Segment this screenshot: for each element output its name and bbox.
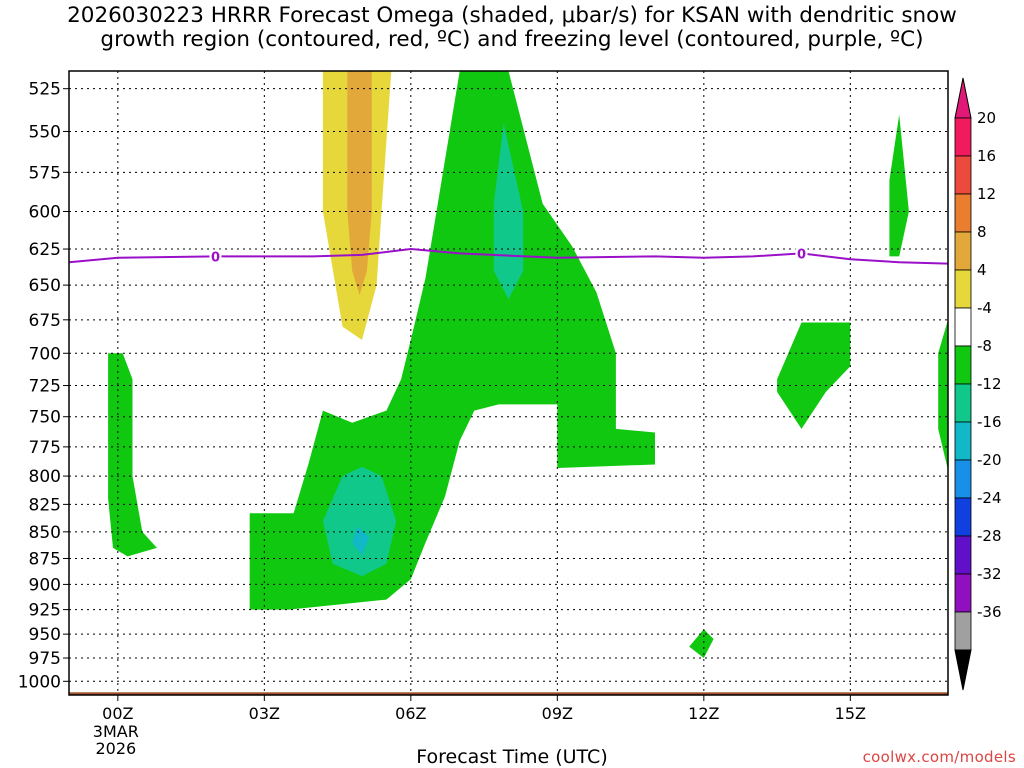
x-tick-label: 00Z <box>102 704 133 723</box>
colorbar-label: -8 <box>977 337 992 355</box>
plot-frame <box>68 70 949 696</box>
y-tick-label: 925 <box>29 601 61 621</box>
colorbar-swatch <box>954 269 972 309</box>
colorbar-swatch <box>954 345 972 385</box>
freezing-label-bg-0 <box>209 249 222 264</box>
x-tick-label: 12Z <box>688 704 719 723</box>
y-tick-label: 525 <box>29 80 61 100</box>
omega-region-4 <box>938 319 948 471</box>
colorbar-swatch <box>954 459 972 499</box>
colorbar-swatch <box>954 573 972 613</box>
y-tick-label: 825 <box>29 495 61 515</box>
colorbar-swatch <box>954 383 972 423</box>
y-tick-label: 675 <box>29 311 61 331</box>
omega-region-3 <box>777 322 851 429</box>
y-tick-label: 650 <box>29 276 61 296</box>
omega-region-8 <box>352 526 370 556</box>
freezing-level-label: 0 <box>211 250 220 265</box>
chart-title-line2: growth region (contoured, red, ºC) and f… <box>100 27 924 52</box>
colorbar-swatch <box>954 307 972 347</box>
colorbar-swatch <box>954 611 972 651</box>
colorbar-label: -20 <box>977 451 1002 469</box>
colorbar-swatch <box>954 421 972 461</box>
x-date-label: 3MAR <box>93 722 139 741</box>
colorbar-bottom-arrow <box>954 649 972 691</box>
colorbar-swatch <box>954 117 972 157</box>
colorbar-label: -4 <box>977 299 992 317</box>
colorbar: 20 16 12 8 4 -4 -8 -12 -16 -20 -24 -28 -32 -36 <box>954 77 1002 691</box>
y-tick-label: 550 <box>29 122 61 142</box>
omega-shading <box>108 71 948 658</box>
colorbar-label: -16 <box>977 413 1002 431</box>
x-tick-label: 09Z <box>542 704 573 723</box>
colorbar-label: -24 <box>977 489 1002 507</box>
y-tick-label: 975 <box>29 649 61 669</box>
colorbar-swatch <box>954 231 972 271</box>
omega-region-0 <box>249 71 655 610</box>
omega-region-6 <box>322 466 397 577</box>
colorbar-top-arrow <box>954 77 972 119</box>
colorbar-swatch <box>954 193 972 233</box>
credit-link[interactable]: coolwx.com/models <box>862 748 1016 766</box>
y-tick-label: 775 <box>29 438 61 458</box>
y-tick-label: 725 <box>29 377 61 397</box>
freezing-level-label: 0 <box>797 247 806 262</box>
x-tick-label: 15Z <box>835 704 866 723</box>
y-tick-label: 800 <box>29 467 61 487</box>
y-tick-label: 625 <box>29 240 61 260</box>
omega-region-2 <box>889 114 909 257</box>
x-tick-label: 06Z <box>395 704 426 723</box>
terrain-strip <box>69 692 948 695</box>
y-tick-label: 850 <box>29 523 61 543</box>
colorbar-label: 20 <box>977 109 996 127</box>
colorbar-label: 16 <box>977 147 996 165</box>
y-tick-label: 750 <box>29 408 61 428</box>
y-tick-label: 900 <box>29 575 61 595</box>
colorbar-swatch <box>954 155 972 195</box>
colorbar-label: 8 <box>977 223 987 241</box>
y-tick-label: 1000 <box>18 672 61 692</box>
y-tick-label: 875 <box>29 549 61 569</box>
omega-region-5 <box>689 629 714 658</box>
chart-title-line1: 2026030223 HRRR Forecast Omega (shaded, … <box>67 3 957 28</box>
terrain <box>69 692 948 695</box>
freezing-level-line <box>69 247 948 265</box>
colorbar-swatch <box>954 497 972 537</box>
colorbar-label: -12 <box>977 375 1002 393</box>
omega-region-10 <box>347 71 372 295</box>
colorbar-label: -28 <box>977 527 1002 545</box>
x-date-label: 2026 <box>95 739 136 758</box>
y-tick-label: 700 <box>29 344 61 364</box>
chart-title: 2026030223 HRRR Forecast Omega (shaded, … <box>0 4 1024 52</box>
colorbar-swatch <box>954 535 972 575</box>
colorbar-label: 12 <box>977 185 996 203</box>
x-axis-title: Forecast Time (UTC) <box>416 746 608 768</box>
freezing-label-bg-1 <box>795 246 808 261</box>
omega-region-1 <box>108 353 157 557</box>
colorbar-label: -36 <box>977 603 1002 621</box>
x-tick-label: 03Z <box>249 704 280 723</box>
gridlines <box>69 71 948 695</box>
y-tick-label: 575 <box>29 163 61 183</box>
colorbar-label: -32 <box>977 565 1002 583</box>
colorbar-label: 4 <box>977 261 987 279</box>
y-tick-label: 600 <box>29 202 61 222</box>
y-tick-labels: 525 550 575 600 625 650 675 700 725 750 775 800 825 8… <box>18 80 69 692</box>
y-tick-label: 950 <box>29 625 61 645</box>
